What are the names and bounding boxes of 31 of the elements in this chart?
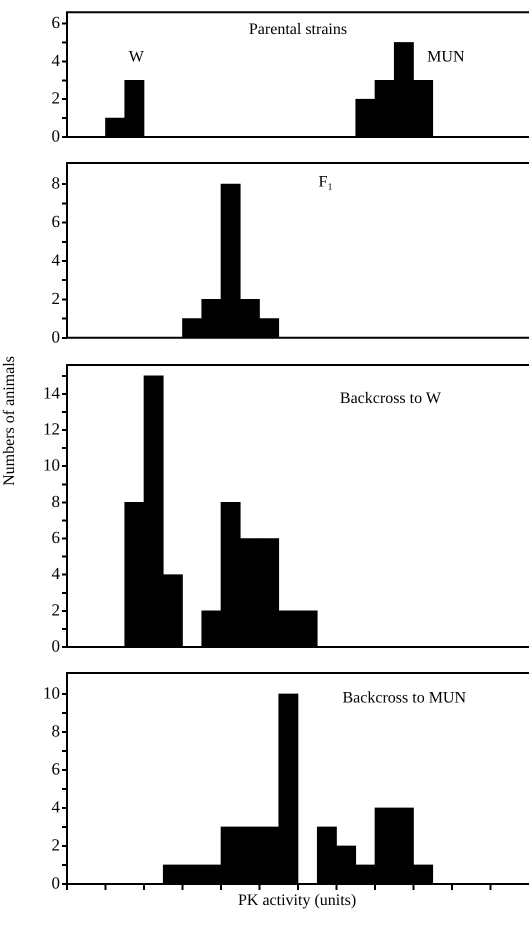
annotation: W: [128, 48, 145, 66]
y-tick-label: 12: [43, 420, 60, 439]
text: Backcross to MUN: [342, 690, 466, 707]
y-tick-label: 2: [52, 600, 60, 620]
y-tick-label: 4: [52, 797, 60, 816]
y-tick-label: 6: [52, 13, 60, 32]
y-tick-label: 8: [52, 721, 60, 740]
y-tick-label: 4: [52, 564, 60, 584]
y-tick-label: 6: [52, 212, 60, 232]
text: Parental strains: [248, 20, 348, 38]
y-tick-label: 6: [52, 759, 60, 778]
annotation: MUN: [427, 48, 465, 66]
x-axis-title: PK activity (units): [238, 892, 356, 910]
y-tick-label: 0: [52, 126, 60, 146]
y-tick-label: 10: [43, 683, 60, 702]
y-tick-label: 8: [52, 492, 60, 511]
y-tick-label: 0: [52, 873, 60, 892]
y-tick-label: 0: [52, 636, 60, 656]
y-tick-label: 0: [52, 327, 60, 346]
y-tick-label: 2: [52, 835, 60, 854]
y-tick-label: 4: [52, 250, 60, 270]
y-tick-label: 14: [43, 383, 60, 402]
text: Backcross to W: [340, 390, 442, 408]
text: F₁: [318, 173, 333, 190]
y-tick-label: 10: [43, 456, 60, 475]
y-tick-label: 2: [52, 288, 60, 308]
y-tick-label: 8: [52, 174, 60, 193]
y-tick-label: 6: [52, 528, 60, 548]
y-axis-title: Numbers of animals: [0, 356, 19, 486]
y-tick-label: 4: [52, 50, 60, 70]
y-tick-label: 2: [52, 88, 60, 108]
